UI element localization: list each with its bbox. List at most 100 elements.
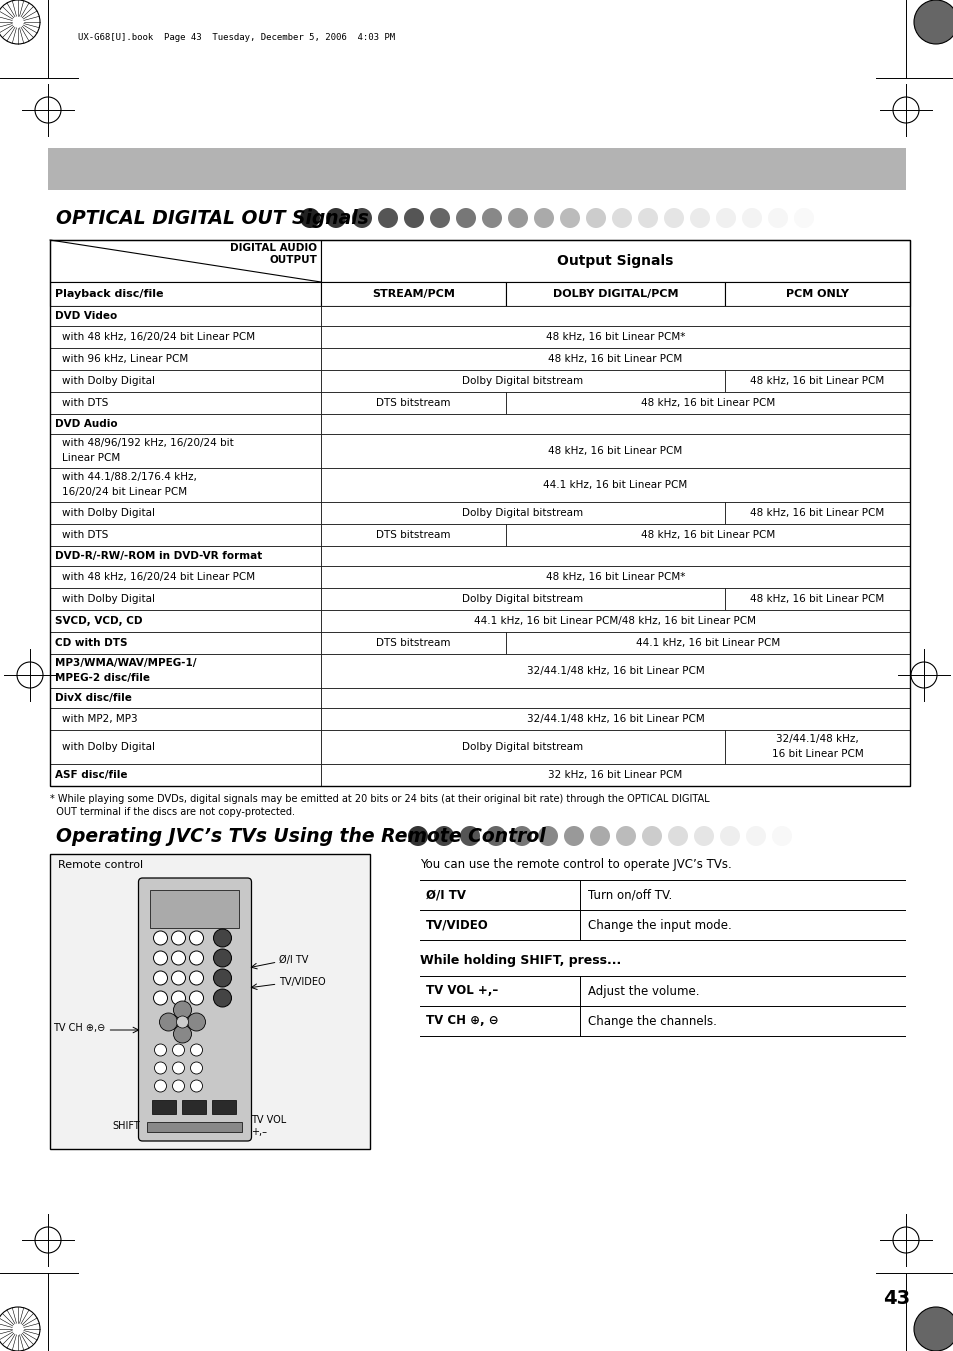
Circle shape (172, 931, 185, 944)
Text: +,–: +,– (252, 1127, 267, 1138)
Text: with Dolby Digital: with Dolby Digital (62, 742, 154, 753)
Bar (505, 282, 724, 305)
Circle shape (173, 1025, 192, 1043)
Text: Operating JVC’s TVs Using the Remote Control: Operating JVC’s TVs Using the Remote Con… (56, 827, 545, 846)
Circle shape (771, 825, 791, 846)
Circle shape (173, 1001, 192, 1019)
Text: SVCD, VCD, CD: SVCD, VCD, CD (55, 616, 142, 626)
Bar (50, 240, 320, 282)
Circle shape (154, 1044, 167, 1056)
Circle shape (213, 948, 232, 967)
Text: Dolby Digital bitstream: Dolby Digital bitstream (462, 376, 583, 386)
Bar (320, 611, 909, 632)
Bar (50, 632, 320, 654)
Bar (320, 632, 505, 654)
Bar (50, 688, 320, 708)
Circle shape (741, 208, 761, 228)
Bar (320, 688, 909, 708)
Bar (320, 434, 909, 467)
Bar (151, 890, 239, 928)
Text: with 48/96/192 kHz, 16/20/24 bit: with 48/96/192 kHz, 16/20/24 bit (62, 438, 233, 449)
Circle shape (913, 0, 953, 45)
Text: Turn on/off TV.: Turn on/off TV. (587, 889, 672, 901)
Circle shape (481, 208, 501, 228)
Circle shape (459, 825, 479, 846)
Text: OPTICAL DIGITAL OUT Signals: OPTICAL DIGITAL OUT Signals (56, 208, 369, 227)
Text: 48 kHz, 16 bit Linear PCM: 48 kHz, 16 bit Linear PCM (548, 354, 681, 363)
Bar (50, 546, 320, 566)
Text: 32/44.1/48 kHz, 16 bit Linear PCM: 32/44.1/48 kHz, 16 bit Linear PCM (526, 713, 703, 724)
Circle shape (153, 971, 168, 985)
Text: You can use the remote control to operate JVC’s TVs.: You can use the remote control to operat… (419, 858, 731, 871)
Text: 48 kHz, 16 bit Linear PCM: 48 kHz, 16 bit Linear PCM (750, 594, 883, 604)
Text: with DTS: with DTS (62, 530, 109, 540)
Bar (320, 524, 505, 546)
Bar (50, 708, 320, 730)
Circle shape (559, 208, 579, 228)
FancyBboxPatch shape (138, 878, 252, 1142)
Text: with 48 kHz, 16/20/24 bit Linear PCM: with 48 kHz, 16/20/24 bit Linear PCM (62, 571, 254, 582)
Circle shape (153, 931, 168, 944)
Circle shape (0, 0, 40, 45)
Bar (50, 765, 320, 786)
Circle shape (154, 1062, 167, 1074)
Bar (320, 765, 909, 786)
Bar (50, 370, 320, 392)
Text: TV/VIDEO: TV/VIDEO (426, 919, 488, 931)
Bar (320, 566, 909, 588)
Bar (320, 305, 909, 326)
Bar (50, 524, 320, 546)
Text: DIGITAL AUDIO
OUTPUT: DIGITAL AUDIO OUTPUT (230, 243, 316, 265)
Text: Dolby Digital bitstream: Dolby Digital bitstream (462, 594, 583, 604)
Circle shape (377, 208, 397, 228)
Text: CD with DTS: CD with DTS (55, 638, 128, 648)
Text: Ø/I TV: Ø/I TV (426, 889, 465, 901)
Bar (50, 503, 320, 524)
Circle shape (485, 825, 505, 846)
Text: TV/VIDEO: TV/VIDEO (279, 977, 326, 988)
Text: TV VOL: TV VOL (252, 1115, 287, 1125)
Circle shape (153, 992, 168, 1005)
Circle shape (689, 208, 709, 228)
Text: 32 kHz, 16 bit Linear PCM: 32 kHz, 16 bit Linear PCM (548, 770, 681, 780)
Circle shape (720, 825, 740, 846)
Circle shape (512, 825, 532, 846)
Circle shape (172, 1044, 184, 1056)
Text: DTS bitstream: DTS bitstream (375, 399, 450, 408)
Text: STREAM/PCM: STREAM/PCM (372, 289, 455, 299)
Bar (320, 413, 909, 434)
Text: MPEG-2 disc/file: MPEG-2 disc/file (55, 673, 150, 684)
Text: 48 kHz, 16 bit Linear PCM: 48 kHz, 16 bit Linear PCM (750, 376, 883, 386)
Bar (50, 730, 320, 765)
Bar (724, 730, 909, 765)
Circle shape (456, 208, 476, 228)
Circle shape (507, 208, 527, 228)
Circle shape (188, 1013, 205, 1031)
Text: DTS bitstream: DTS bitstream (375, 638, 450, 648)
Bar (724, 282, 909, 305)
Bar (152, 1100, 176, 1115)
Circle shape (793, 208, 813, 228)
Bar (320, 392, 505, 413)
Circle shape (638, 208, 658, 228)
Circle shape (172, 1079, 184, 1092)
Bar (724, 588, 909, 611)
Circle shape (191, 1079, 202, 1092)
Bar (320, 654, 909, 688)
Bar (320, 708, 909, 730)
Circle shape (159, 1013, 177, 1031)
Circle shape (693, 825, 713, 846)
Text: Linear PCM: Linear PCM (62, 453, 120, 463)
Text: Change the input mode.: Change the input mode. (587, 919, 731, 931)
Circle shape (563, 825, 583, 846)
Bar (505, 632, 909, 654)
Circle shape (153, 951, 168, 965)
Circle shape (716, 208, 735, 228)
Text: TV CH ⊕,⊖: TV CH ⊕,⊖ (53, 1023, 106, 1034)
Text: 32/44.1/48 kHz,: 32/44.1/48 kHz, (776, 734, 858, 744)
Text: 48 kHz, 16 bit Linear PCM: 48 kHz, 16 bit Linear PCM (548, 446, 681, 457)
Circle shape (616, 825, 636, 846)
Text: 48 kHz, 16 bit Linear PCM: 48 kHz, 16 bit Linear PCM (640, 399, 774, 408)
Circle shape (190, 931, 203, 944)
Text: 44.1 kHz, 16 bit Linear PCM: 44.1 kHz, 16 bit Linear PCM (635, 638, 780, 648)
